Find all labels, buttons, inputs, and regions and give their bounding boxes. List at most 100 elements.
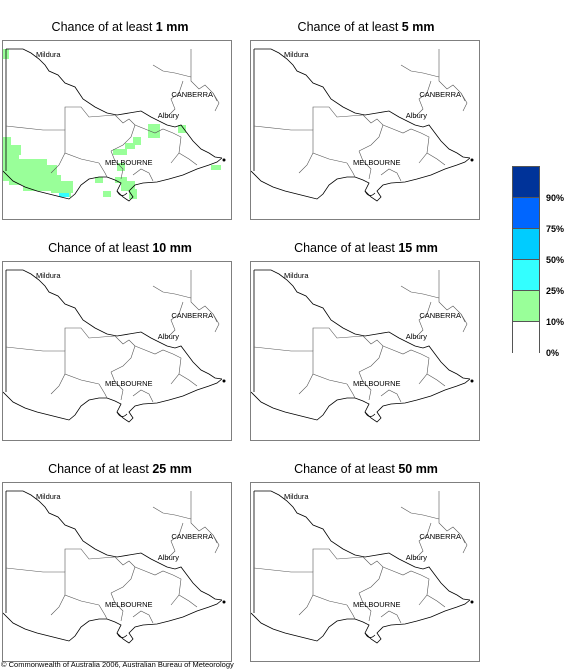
rain-probability-cell: [133, 137, 141, 145]
district-boundary: [426, 373, 446, 387]
city-label-albury: Albury: [158, 553, 180, 562]
district-boundary: [253, 567, 348, 606]
map-panel-50mm: Mildura CANBERRA Albury MELBOURNE: [250, 482, 480, 662]
city-label-melbourne: MELBOURNE: [353, 379, 401, 388]
district-boundary: [400, 506, 440, 520]
district-boundary: [460, 92, 468, 112]
district-boundary: [132, 168, 154, 182]
district-boundary: [358, 371, 372, 401]
panel-title-prefix: Chance of at least: [297, 20, 402, 34]
district-boundary: [134, 566, 182, 606]
city-label-melbourne: MELBOURNE: [353, 600, 401, 609]
district-boundary: [346, 604, 356, 620]
coastline: [3, 378, 223, 423]
coastline: [251, 157, 471, 202]
coastline: [3, 599, 223, 644]
map-outlines: [251, 48, 471, 202]
district-boundary: [298, 594, 314, 616]
location-marker: [470, 600, 474, 604]
district-boundary: [152, 506, 192, 520]
city-label-albury: Albury: [406, 553, 428, 562]
district-boundary: [98, 604, 108, 620]
district-boundary: [212, 92, 220, 112]
map-panel-5mm: Mildura CANBERRA Albury MELBOURNE: [250, 40, 480, 220]
panel-title-15mm: Chance of at least 15 mm: [246, 241, 486, 255]
state-border: [5, 490, 223, 613]
district-boundary: [380, 168, 402, 182]
city-label-canberra: CANBERRA: [419, 532, 461, 541]
map-outlines: [251, 269, 471, 423]
district-boundary: [400, 64, 440, 78]
district-boundary: [414, 522, 432, 560]
district-boundary: [110, 335, 136, 373]
rain-probability-cell: [121, 181, 135, 191]
map-svg: Mildura CANBERRA Albury MELBOURNE: [3, 269, 226, 423]
district-boundary: [298, 152, 314, 174]
city-label-canberra: CANBERRA: [171, 311, 213, 320]
city-label-albury: Albury: [158, 111, 180, 120]
district-boundary: [5, 125, 100, 164]
district-boundary: [382, 345, 430, 385]
district-boundary: [460, 534, 468, 554]
map-panel-1mm: Mildura CANBERRA Albury MELBOURNE: [2, 40, 232, 220]
district-boundary: [134, 124, 182, 164]
district-boundary: [414, 301, 432, 339]
map-svg: Mildura CANBERRA Albury MELBOURNE: [3, 490, 226, 644]
rain-probability-cell: [45, 165, 57, 175]
port-phillip-bay: [116, 190, 128, 196]
district-boundary: [64, 548, 116, 572]
city-label-albury: Albury: [406, 111, 428, 120]
district-boundary: [400, 285, 440, 299]
panel-title-prefix: Chance of at least: [48, 462, 153, 476]
panel-title-1mm: Chance of at least 1 mm: [0, 20, 240, 34]
city-label-mildura: Mildura: [284, 271, 309, 280]
district-boundary: [460, 313, 468, 333]
district-boundary: [152, 285, 192, 299]
map-svg: Mildura CANBERRA Albury MELBOURNE: [251, 490, 474, 644]
rain-probability-cell: [11, 145, 21, 155]
district-boundary: [298, 373, 314, 395]
panel-title-value: 25 mm: [152, 462, 192, 476]
district-boundary: [358, 150, 372, 180]
district-boundary: [358, 114, 384, 152]
map-outlines: [3, 490, 223, 644]
district-boundary: [380, 610, 402, 624]
district-boundary: [50, 152, 66, 174]
panel-title-25mm: Chance of at least 25 mm: [0, 462, 240, 476]
rain-probability-cell: [51, 181, 73, 193]
legend-swatch-10: [513, 291, 539, 322]
district-boundary: [166, 80, 184, 118]
legend-colorbar: [512, 166, 540, 353]
rain-probability-cell: [115, 177, 127, 183]
city-label-mildura: Mildura: [284, 50, 309, 59]
state-border: [5, 269, 223, 392]
legend-label-0: 0%: [546, 348, 560, 358]
legend-label-50: 50%: [546, 255, 565, 265]
city-label-melbourne: MELBOURNE: [105, 158, 153, 167]
district-boundary: [178, 152, 198, 166]
district-boundary: [166, 522, 184, 560]
panel-title-value: 1 mm: [155, 20, 189, 34]
rain-probability-cell: [113, 149, 127, 155]
rain-probability-cell: [59, 193, 69, 197]
map-svg: Mildura CANBERRA Albury MELBOURNE: [3, 48, 226, 202]
coastline: [3, 157, 223, 202]
panel-title-value: 5 mm: [401, 20, 435, 34]
city-label-albury: Albury: [158, 332, 180, 341]
coastline: [251, 599, 471, 644]
city-label-melbourne: MELBOURNE: [105, 379, 153, 388]
city-label-melbourne: MELBOURNE: [105, 600, 153, 609]
copyright-notice: © Commonwealth of Australia 2006, Austra…: [1, 660, 234, 669]
legend-swatch-25: [513, 260, 539, 291]
panel-title-5mm: Chance of at least 5 mm: [246, 20, 486, 34]
city-label-canberra: CANBERRA: [171, 90, 213, 99]
district-boundary: [132, 389, 154, 403]
legend-label-75: 75%: [546, 224, 565, 234]
district-boundary: [166, 301, 184, 339]
district-boundary: [178, 373, 198, 387]
district-boundary: [110, 556, 136, 594]
rain-probability-cell: [29, 159, 37, 169]
district-boundary: [212, 313, 220, 333]
port-phillip-bay: [116, 411, 128, 417]
district-boundary: [5, 567, 100, 606]
